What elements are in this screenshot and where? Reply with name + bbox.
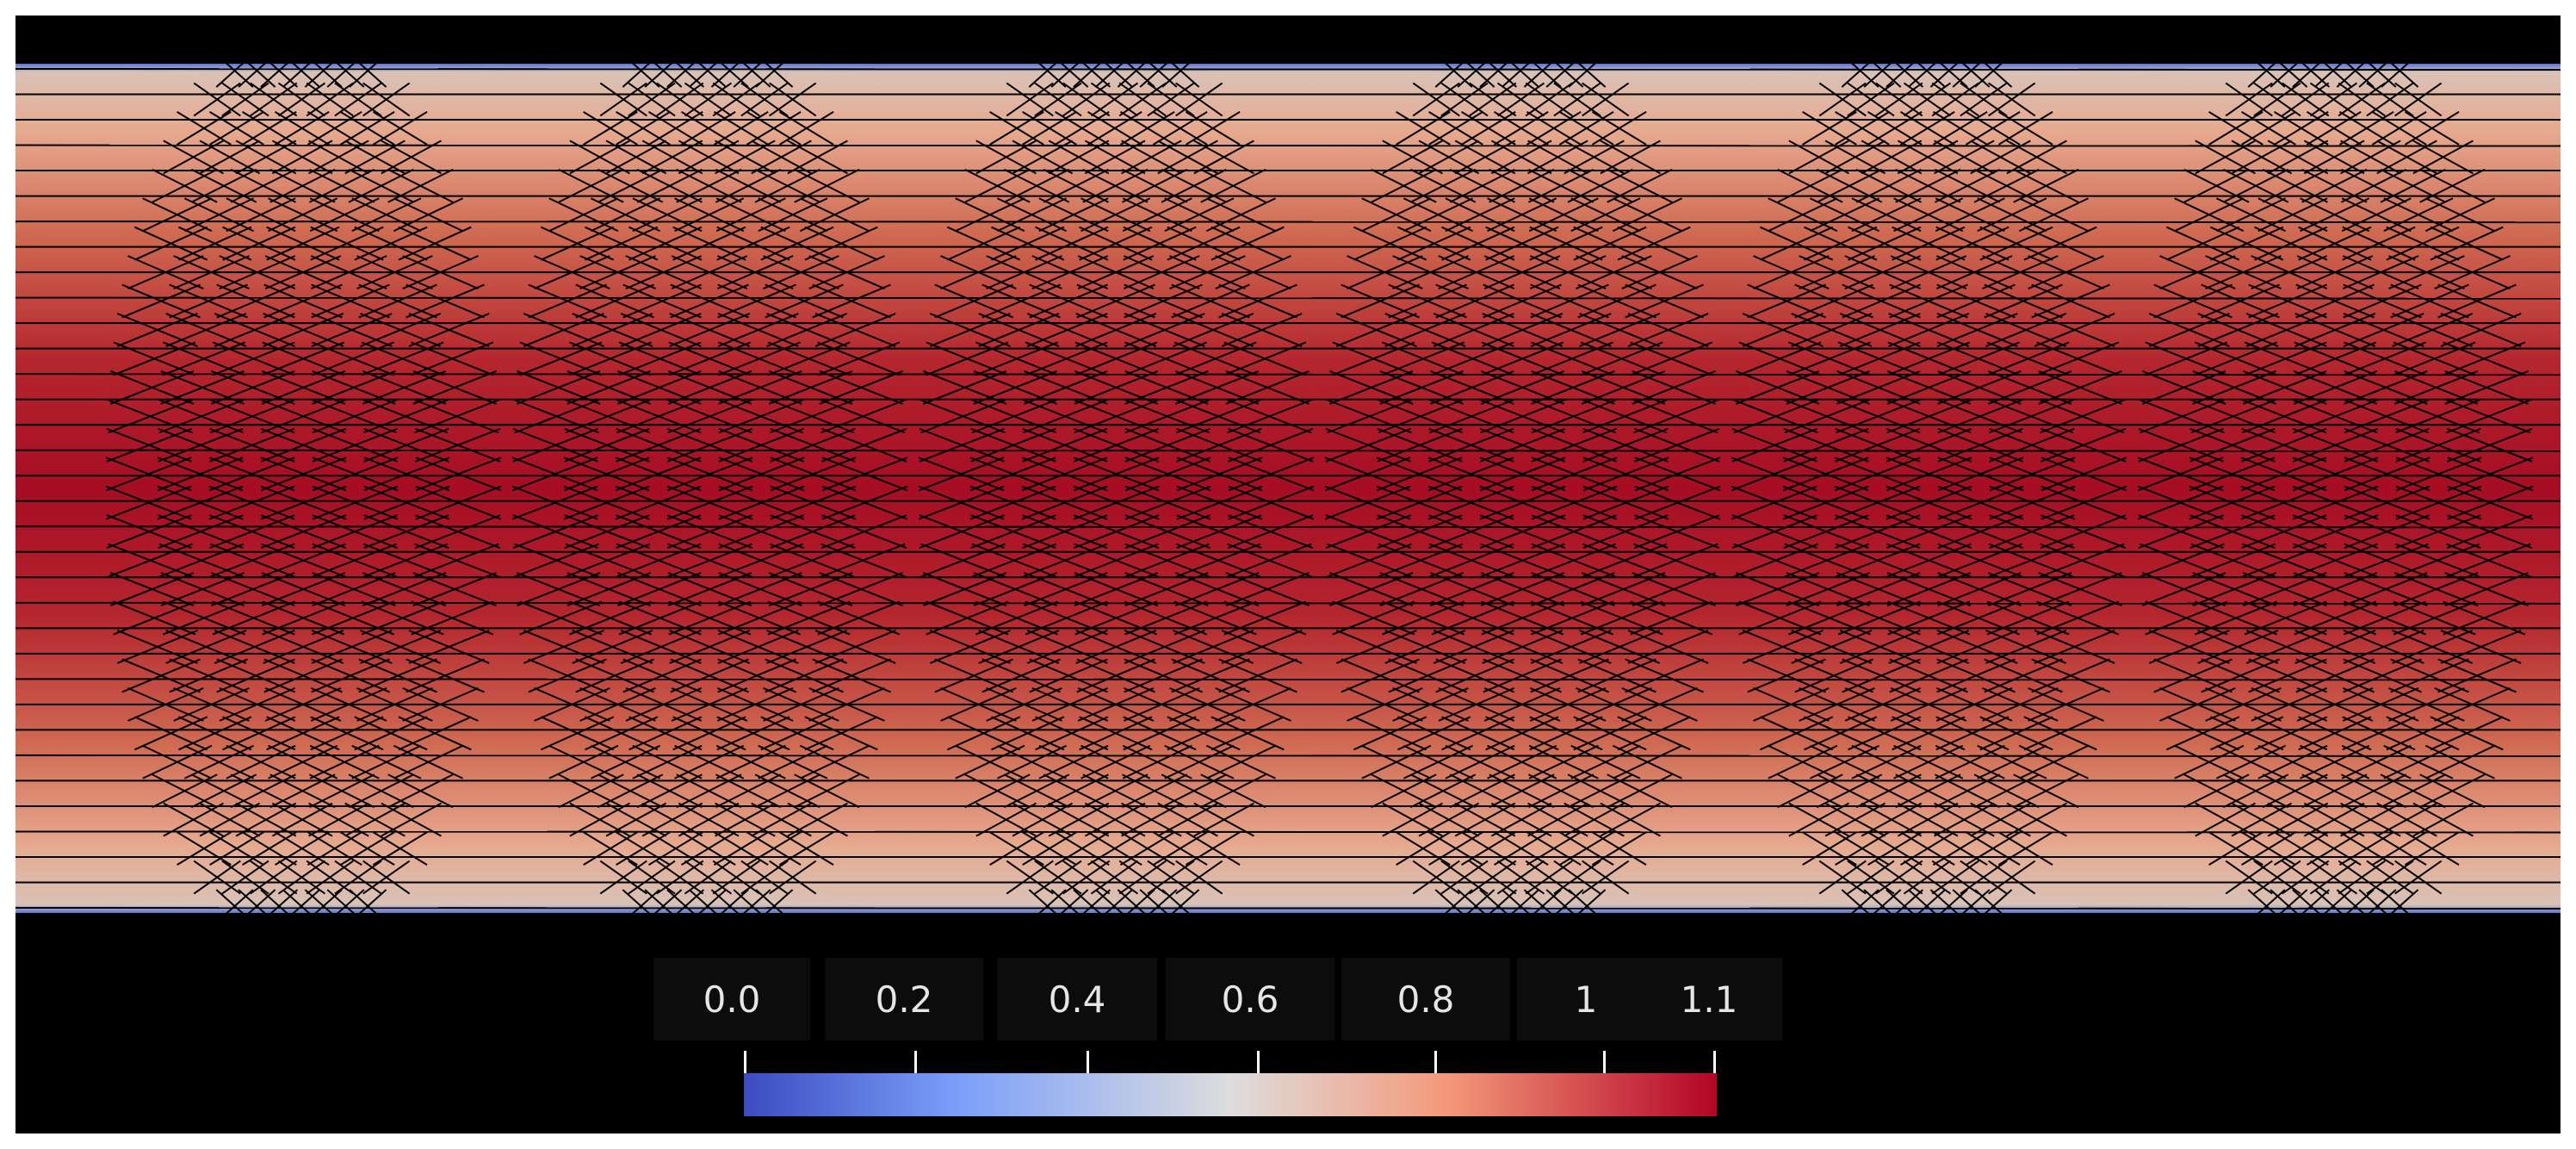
streamline (15, 830, 2561, 834)
streamline (15, 449, 2561, 452)
stent-ring (2137, 53, 2534, 923)
vessel-lumen (15, 64, 2561, 913)
stent-ring (918, 53, 1315, 923)
streamline (15, 754, 2561, 757)
stent-ring (105, 53, 502, 923)
render-viewport[interactable]: 0.0 0.2 0.4 0.6 0.8 1 1.1 (15, 16, 2561, 1133)
streamline (15, 373, 2561, 376)
stent-ring (1324, 53, 1721, 923)
streamline (15, 678, 2561, 681)
stent-ring (511, 53, 908, 923)
streamline (15, 220, 2561, 224)
flow-field-plot (15, 53, 2561, 923)
streamline (15, 296, 2561, 300)
streamline (15, 68, 2561, 71)
streamline (15, 525, 2561, 529)
stent-ring (1731, 53, 2127, 923)
streamline (15, 907, 2561, 910)
stent-mesh (105, 53, 2534, 923)
streamline (15, 601, 2561, 605)
